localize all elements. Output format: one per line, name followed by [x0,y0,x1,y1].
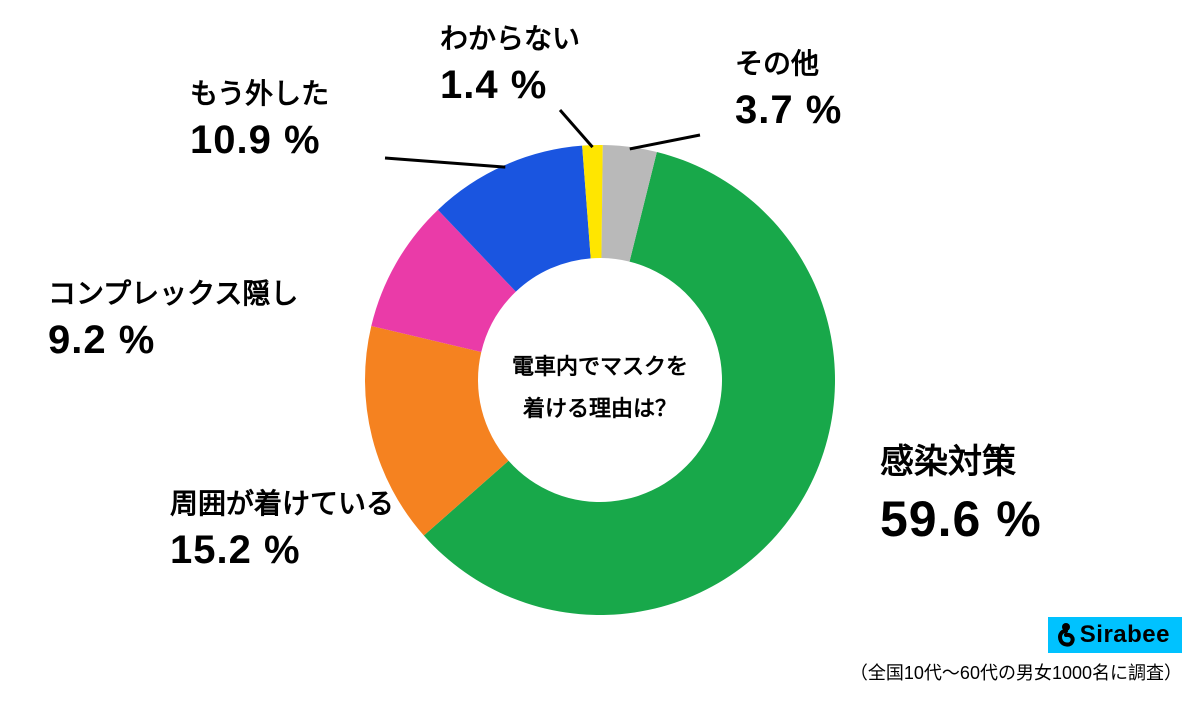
leader-line [630,135,700,149]
slice-name: その他 [735,45,842,83]
center-line-2: 着ける理由は？ [523,396,677,421]
leader-line [385,158,505,167]
center-line-1: 電車内でマスクを [512,354,688,379]
brand-name: Sirabee [1080,621,1170,649]
brand-icon [1056,622,1076,648]
brand-badge: Sirabee [1048,617,1182,653]
slice-name: わからない [440,20,580,58]
slice-name: もう外した [190,75,329,113]
leader-line [560,110,593,147]
slice-name: 感染対策 [880,440,1042,486]
slice-label: わからない1.4 % [440,20,580,112]
slice-percent: 15.2 % [170,523,394,577]
slice-label: もう外した10.9 % [190,75,329,167]
slice-label: その他3.7 % [735,45,842,137]
slice-percent: 10.9 % [190,113,329,167]
slice-label: 周囲が着けている15.2 % [170,485,394,577]
center-question: 電車内でマスクを 着ける理由は？ [482,346,718,430]
slice-percent: 1.4 % [440,58,580,112]
chart-stage: 電車内でマスクを 着ける理由は？ 感染対策59.6 % 周囲が着けている15.2 … [0,0,1200,705]
slice-name: コンプレックス隠し [48,275,298,313]
slice-label: コンプレックス隠し9.2 % [48,275,298,367]
slice-percent: 59.6 % [880,486,1042,554]
slice-percent: 3.7 % [735,83,842,137]
slice-name: 周囲が着けている [170,485,394,523]
slice-percent: 9.2 % [48,313,298,367]
slice-label: 感染対策59.6 % [880,440,1042,553]
survey-footnote: （全国10代～60代の男女1000名に調査） [850,659,1182,685]
